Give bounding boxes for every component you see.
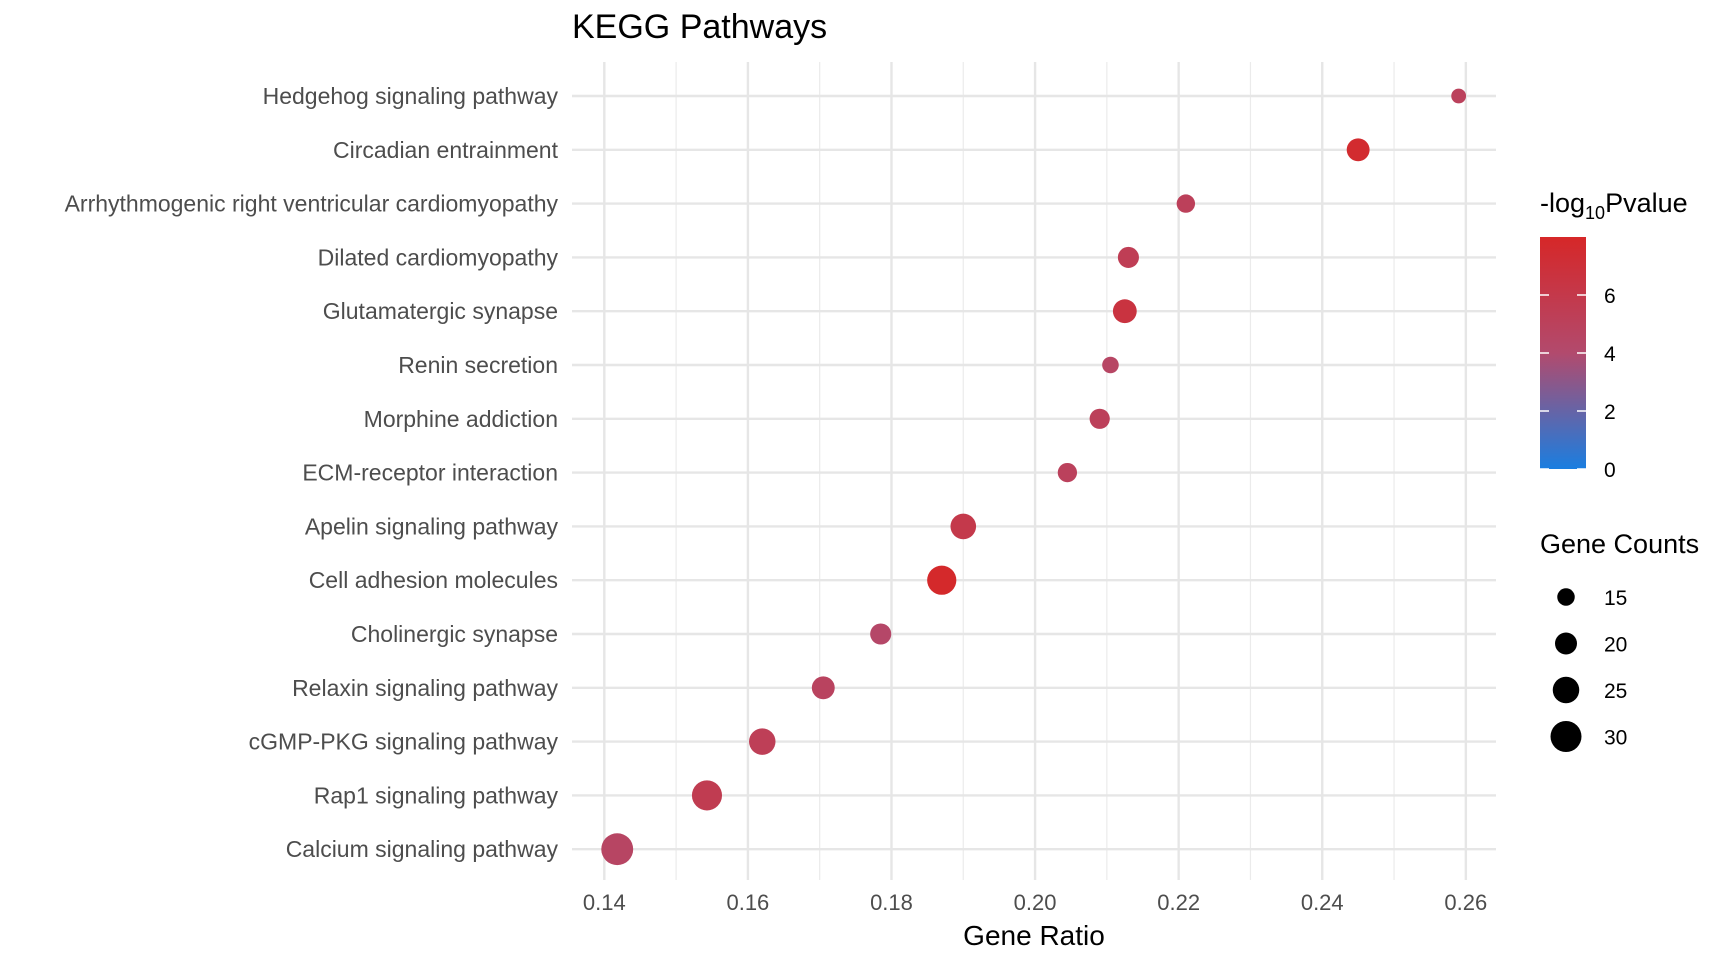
color-legend: -log10Pvalue 0 2 4 6 — [1540, 188, 1688, 482]
y-tick-label: Circadian entrainment — [333, 137, 559, 163]
x-tick-label: 0.22 — [1157, 890, 1200, 915]
y-tick-label: ECM-receptor interaction — [302, 460, 558, 486]
size-legend-label: 25 — [1604, 680, 1627, 703]
x-tick-label: 0.14 — [583, 890, 626, 915]
color-legend-title-prefix: -log — [1540, 188, 1585, 218]
data-points — [601, 88, 1467, 866]
size-legend-dot — [1550, 721, 1582, 752]
x-axis-ticks: 0.14 0.16 0.18 0.20 0.22 0.24 0.26 — [583, 890, 1487, 915]
y-tick-label: Arrhythmogenic right ventricular cardiom… — [65, 191, 559, 217]
size-legend-keys: 15 20 25 30 — [1550, 587, 1627, 752]
chart-title: KEGG Pathways — [572, 8, 827, 46]
color-bar-tick-label: 6 — [1604, 285, 1616, 308]
x-tick-label: 0.20 — [1014, 890, 1057, 915]
y-tick-label: Glutamatergic synapse — [323, 298, 558, 324]
size-legend-title: Gene Counts — [1540, 529, 1699, 559]
y-tick-label: Apelin signaling pathway — [305, 513, 559, 539]
size-legend: Gene Counts 15 20 25 30 — [1540, 529, 1699, 752]
x-tick-label: 0.24 — [1301, 890, 1344, 915]
y-tick-label: Calcium signaling pathway — [286, 836, 559, 862]
y-tick-label: Cell adhesion molecules — [309, 567, 558, 593]
color-legend-title-suffix: Pvalue — [1605, 188, 1688, 218]
data-point — [1176, 194, 1196, 213]
y-tick-label: Morphine addiction — [364, 406, 558, 432]
size-legend-dot — [1552, 676, 1580, 704]
data-point — [1117, 246, 1139, 268]
y-axis-labels: Hedgehog signaling pathway Circadian entr… — [65, 83, 559, 862]
y-tick-label: Relaxin signaling pathway — [292, 675, 558, 701]
x-tick-label: 0.16 — [726, 890, 769, 915]
size-legend-dot — [1557, 588, 1575, 606]
color-legend-title-subscript: 10 — [1585, 203, 1605, 223]
color-bar-tick-label: 0 — [1604, 459, 1616, 482]
y-tick-label: Dilated cardiomyopathy — [318, 244, 559, 270]
x-tick-label: 0.18 — [870, 890, 913, 915]
data-point — [1346, 138, 1370, 162]
size-legend-label: 30 — [1604, 727, 1627, 750]
data-point — [1112, 299, 1137, 324]
data-point — [1451, 88, 1467, 104]
data-point — [950, 513, 977, 540]
size-legend-label: 20 — [1604, 634, 1627, 657]
y-tick-label: Cholinergic synapse — [351, 621, 558, 647]
x-axis-title: Gene Ratio — [963, 920, 1105, 951]
y-tick-label: Hedgehog signaling pathway — [263, 83, 559, 109]
color-legend-title: -log10Pvalue — [1540, 188, 1688, 223]
data-point — [927, 565, 957, 595]
plot-grid — [572, 62, 1496, 880]
data-point — [691, 780, 723, 811]
y-tick-label: cGMP-PKG signaling pathway — [249, 729, 559, 755]
data-point — [1057, 462, 1078, 483]
y-tick-label: Rap1 signaling pathway — [314, 782, 559, 808]
data-point — [1102, 356, 1119, 374]
color-bar-tick-label: 2 — [1604, 401, 1616, 424]
data-point — [870, 623, 892, 645]
y-tick-label: Renin secretion — [398, 352, 558, 378]
size-legend-dot — [1555, 632, 1577, 655]
data-point — [749, 728, 776, 755]
size-legend-label: 15 — [1604, 587, 1627, 610]
color-bar-tick-label: 4 — [1604, 343, 1616, 366]
x-tick-label: 0.26 — [1444, 890, 1487, 915]
data-point — [1089, 408, 1110, 429]
data-point — [601, 833, 634, 866]
color-bar-ticks: 0 2 4 6 — [1540, 285, 1616, 482]
data-point — [811, 676, 835, 700]
